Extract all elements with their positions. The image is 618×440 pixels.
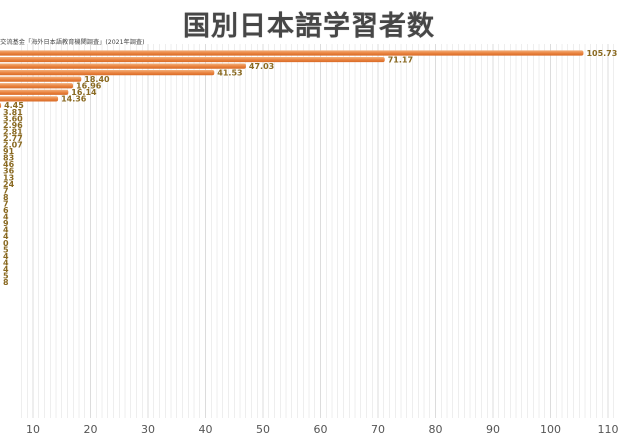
bar [0, 63, 246, 69]
bar-value-label: 2.77 [3, 134, 23, 143]
chart-subtitle: 意交流基金「海外日本語教育機関調査」(2021年調査) [0, 39, 145, 46]
bar-value-label: 8 [3, 193, 9, 202]
bar-value-label: 2.07 [3, 141, 23, 150]
bar-value-label: 6 [3, 206, 9, 215]
bar-value-label: 0 [3, 239, 9, 248]
bar-value-label: 71.17 [388, 55, 413, 64]
bar-value-label: 3.81 [3, 108, 23, 117]
x-tick-label: 80 [429, 423, 443, 436]
bar [0, 56, 385, 63]
bar-value-label: 4 [3, 265, 9, 274]
bar-value-label: 47.03 [249, 62, 274, 71]
bar-value-label: 36 [3, 167, 15, 176]
bar-value-label: 9 [3, 219, 9, 228]
bar-value-label: 5 [3, 245, 9, 254]
x-tick-label: 20 [84, 423, 98, 436]
x-tick-label: 110 [598, 423, 618, 436]
x-tick-label: 100 [540, 423, 561, 436]
bar-value-label: 4.45 [4, 101, 24, 110]
x-tick-label: 90 [486, 423, 500, 436]
bar [0, 89, 69, 95]
bar-value-label: 5 [3, 272, 9, 281]
x-tick-label: 30 [141, 423, 155, 436]
bar-value-label: 7 [3, 199, 9, 208]
bar [0, 96, 59, 102]
x-tick-label: 40 [199, 423, 213, 436]
bar-value-label: 4 [3, 252, 9, 261]
bar-value-label: 46 [3, 160, 15, 169]
bar-value-label: 8 [3, 278, 9, 287]
x-tick-label: 50 [256, 423, 270, 436]
chart-title: 国別日本語学習者数 [183, 11, 435, 42]
value-labels: 105.73 71.17 47.03 41.53 18.4016.9616.1414.3… [3, 49, 617, 287]
bar-value-label: 4 [3, 213, 9, 222]
bar-value-label: 3.60 [3, 114, 23, 123]
grid-lines [21, 44, 614, 418]
bar [0, 50, 584, 56]
bar [0, 83, 74, 89]
bar-value-label: 41.53 [217, 68, 242, 77]
bar [0, 102, 2, 108]
bar-value-label: 24 [3, 180, 15, 189]
bar-value-label: 16.96 [76, 82, 102, 91]
bar-value-label: 7 [3, 186, 9, 195]
bars [0, 50, 584, 108]
x-tick-label: 60 [314, 423, 328, 436]
x-tick-label: 10 [26, 423, 40, 436]
x-axis: 10 20 30 40 50 60 70 80 90 100 110 [26, 423, 618, 436]
bar-value-label: 2.96 [3, 121, 23, 130]
bar-value-label: 4 [3, 232, 9, 241]
bar-value-label: 2.81 [3, 127, 23, 136]
x-tick-label: 70 [371, 423, 385, 436]
bar-value-label: 13 [3, 173, 14, 182]
bar [0, 70, 215, 76]
bar-value-label: 4 [3, 226, 9, 235]
bar-value-label: 91 [3, 147, 15, 156]
bar-value-label: 18.40 [84, 75, 110, 84]
bar-value-label: 4 [3, 258, 9, 267]
bar-value-label: 83 [3, 154, 14, 163]
bar-value-label: 105.73 [586, 49, 617, 58]
bar [0, 76, 82, 82]
bar-value-label: 14.36 [61, 95, 87, 104]
bar-value-label: 16.14 [71, 88, 97, 97]
